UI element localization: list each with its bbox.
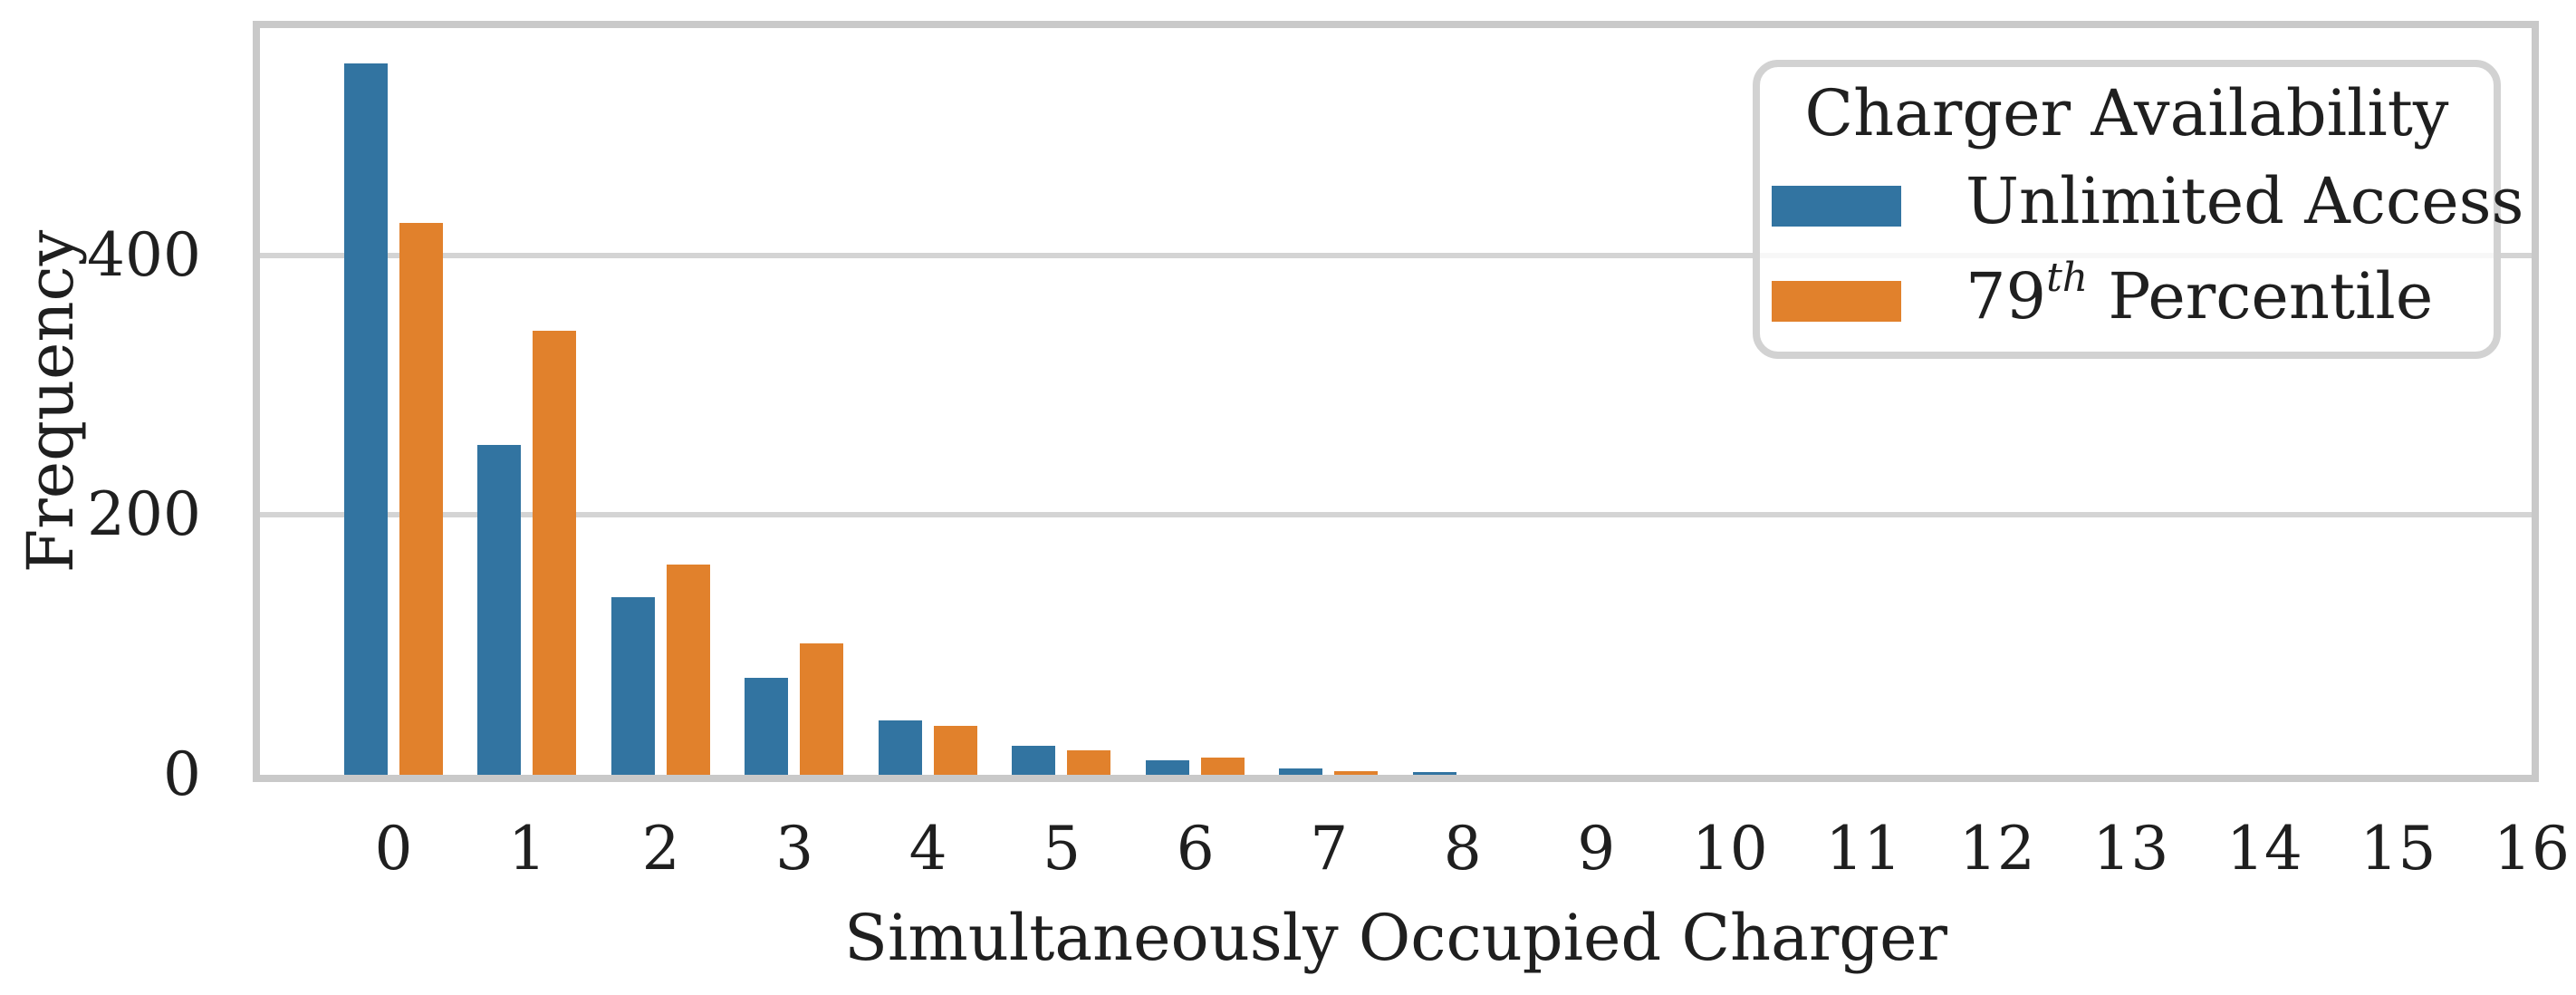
x-tick-label-14: 14 (2225, 814, 2302, 884)
x-tick-label-13: 13 (2092, 814, 2169, 884)
legend-item-79th-percentile: 79th Percentile (1760, 255, 2494, 337)
x-tick-label-4: 4 (908, 814, 947, 884)
bar-79th-percentile-x6 (1200, 758, 1245, 775)
legend: Charger Availability Unlimited Access 79… (1753, 60, 2523, 359)
x-tick-label-15: 15 (2360, 814, 2437, 884)
bar-unlimited-access-x8 (1412, 772, 1456, 775)
bar-unlimited-access-x2 (610, 596, 655, 775)
y-tick-label-200: 200 (87, 479, 201, 550)
x-tick-label-6: 6 (1176, 814, 1215, 884)
x-tick-label-3: 3 (775, 814, 814, 884)
x-tick-label-16: 16 (2494, 814, 2570, 884)
x-tick-label-5: 5 (1043, 814, 1081, 884)
bar-unlimited-access-x6 (1145, 760, 1189, 775)
x-tick-label-7: 7 (1310, 814, 1349, 884)
x-tick-label-8: 8 (1443, 814, 1482, 884)
bar-79th-percentile-x1 (533, 330, 577, 775)
legend-label-unlimited-access: Unlimited Access (1966, 164, 2524, 238)
bar-79th-percentile-x2 (666, 564, 710, 775)
x-tick-label-0: 0 (374, 814, 413, 884)
gridline-y-400 (260, 252, 2532, 258)
y-tick-label-0: 0 (163, 739, 201, 809)
bar-unlimited-access-x0 (343, 63, 388, 775)
x-tick-label-1: 1 (508, 814, 547, 884)
legend-item-unlimited-access: Unlimited Access (1760, 165, 2523, 242)
legend-swatch-unlimited-access (1772, 185, 1901, 227)
bar-79th-percentile-x7 (1334, 770, 1379, 775)
bar-unlimited-access-x5 (1012, 746, 1056, 775)
bar-unlimited-access-x7 (1279, 768, 1323, 775)
x-tick-label-11: 11 (1825, 814, 1902, 884)
legend-title: Charger Availability (1804, 76, 2449, 150)
bar-79th-percentile-x0 (399, 222, 443, 775)
x-tick-label-9: 9 (1577, 814, 1616, 884)
y-tick-label-400: 400 (87, 219, 201, 290)
bar-unlimited-access-x1 (477, 445, 522, 775)
legend-swatch-79th-percentile (1772, 280, 1901, 322)
x-tick-label-10: 10 (1691, 814, 1768, 884)
bar-unlimited-access-x3 (745, 677, 789, 775)
bar-79th-percentile-x3 (800, 643, 844, 775)
bar-unlimited-access-x4 (878, 720, 922, 775)
gridline-y-200 (260, 512, 2532, 518)
x-tick-label-2: 2 (641, 814, 680, 884)
x-tick-label-12: 12 (1958, 814, 2035, 884)
bar-79th-percentile-x5 (1067, 749, 1111, 775)
legend-label-79th-percentile: 79th Percentile (1966, 255, 2434, 333)
bar-79th-percentile-x4 (933, 725, 977, 775)
x-axis-label: Simultaneously Occupied Charger (844, 901, 1947, 975)
